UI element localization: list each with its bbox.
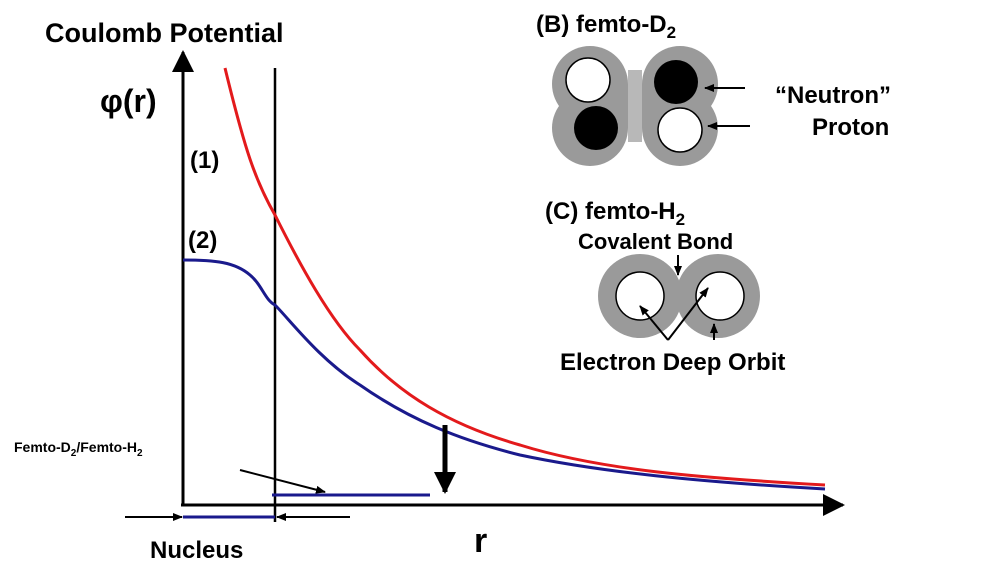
label-part: Femto-D xyxy=(14,439,71,455)
panel-title: (C) femto-H2 xyxy=(545,198,685,229)
y-label: φ(r) xyxy=(100,83,157,119)
bond-label: Covalent Bond xyxy=(578,229,733,254)
proton-label: Proton xyxy=(812,114,889,141)
pointer xyxy=(240,470,325,492)
x-label: r xyxy=(474,522,487,560)
curve-label: (1) xyxy=(190,147,219,174)
curve-label: (2) xyxy=(188,227,217,254)
subscript: 2 xyxy=(137,448,143,459)
subscript: 2 xyxy=(676,210,685,229)
nucleus-label: Nucleus xyxy=(150,537,243,564)
femto-d2 xyxy=(552,46,718,166)
title: Coulomb Potential xyxy=(45,18,284,48)
panel-title: (B) femto-D2 xyxy=(536,11,676,42)
diagram: Coulomb Potential φ(r) (1) (2) Femto-D2/… xyxy=(0,0,981,564)
femto-label: Femto-D2/Femto-H2 xyxy=(14,439,143,459)
label-part: /Femto-H xyxy=(76,439,137,455)
title-part: (B) femto-D xyxy=(536,11,667,38)
subscript: 2 xyxy=(667,23,676,42)
orbit-label: Electron Deep Orbit xyxy=(560,349,785,376)
neutron-label: “Neutron” xyxy=(775,82,891,109)
title-part: (C) femto-H xyxy=(545,198,676,225)
